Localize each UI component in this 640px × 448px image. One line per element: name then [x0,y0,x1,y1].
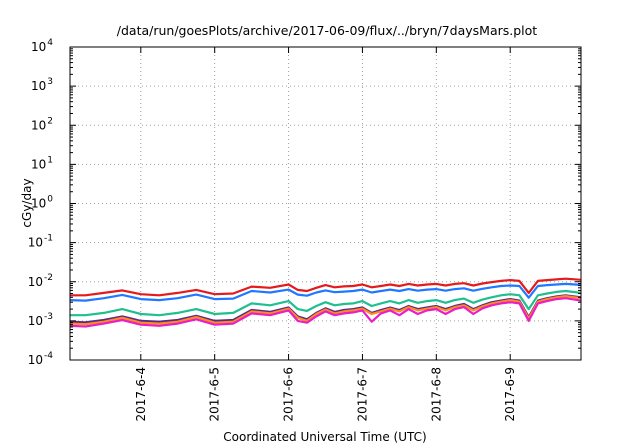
series-lines [69,277,582,328]
y-tick-label: 10-1 [28,234,53,250]
y-axis-label: cGy/day [20,178,34,227]
x-tick-label: 2017-6-9 [503,367,517,421]
x-tick-label: 2017-6-5 [208,367,222,421]
y-tick-label: 10-2 [28,273,53,289]
series-line-2 [69,282,582,302]
x-tick-label: 2017-6-7 [355,367,369,421]
x-axis: 2017-6-4 2017-6-5 2017-6-6 2017-6-7 2017-6-8… [134,47,517,421]
series-line-1 [70,277,582,297]
chart-title: /data/run/goesPlots/archive/2017-06-09/f… [117,23,538,38]
x-tick-label: 2017-6-4 [134,367,148,421]
series-line-6 [69,297,582,328]
y-tick-label: 10-4 [28,351,54,367]
y-tick-label: 10-3 [28,312,53,328]
y-tick-label: 102 [31,116,53,132]
x-axis-label: Coordinated Universal Time (UTC) [223,430,426,444]
y-tick-label: 100 [31,195,53,211]
series-line-5 [69,295,582,326]
grid-lines [70,47,581,360]
x-tick-label: 2017-6-8 [429,367,443,421]
series-line-3 [70,289,582,317]
y-tick-label: 101 [31,155,53,171]
x-tick-label: 2017-6-6 [282,367,296,421]
y-tick-label: 104 [31,38,53,54]
y-tick-label: 103 [31,77,53,93]
